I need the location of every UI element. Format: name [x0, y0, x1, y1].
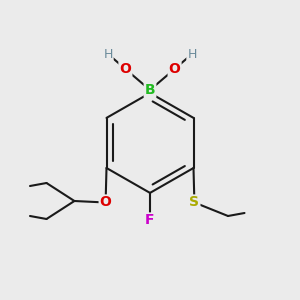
Text: H: H: [103, 47, 113, 61]
Text: O: O: [169, 62, 181, 76]
Text: F: F: [145, 214, 155, 227]
Text: S: S: [189, 196, 200, 209]
Text: B: B: [145, 83, 155, 97]
Text: H: H: [187, 47, 197, 61]
Text: O: O: [100, 196, 112, 209]
Text: O: O: [119, 62, 131, 76]
